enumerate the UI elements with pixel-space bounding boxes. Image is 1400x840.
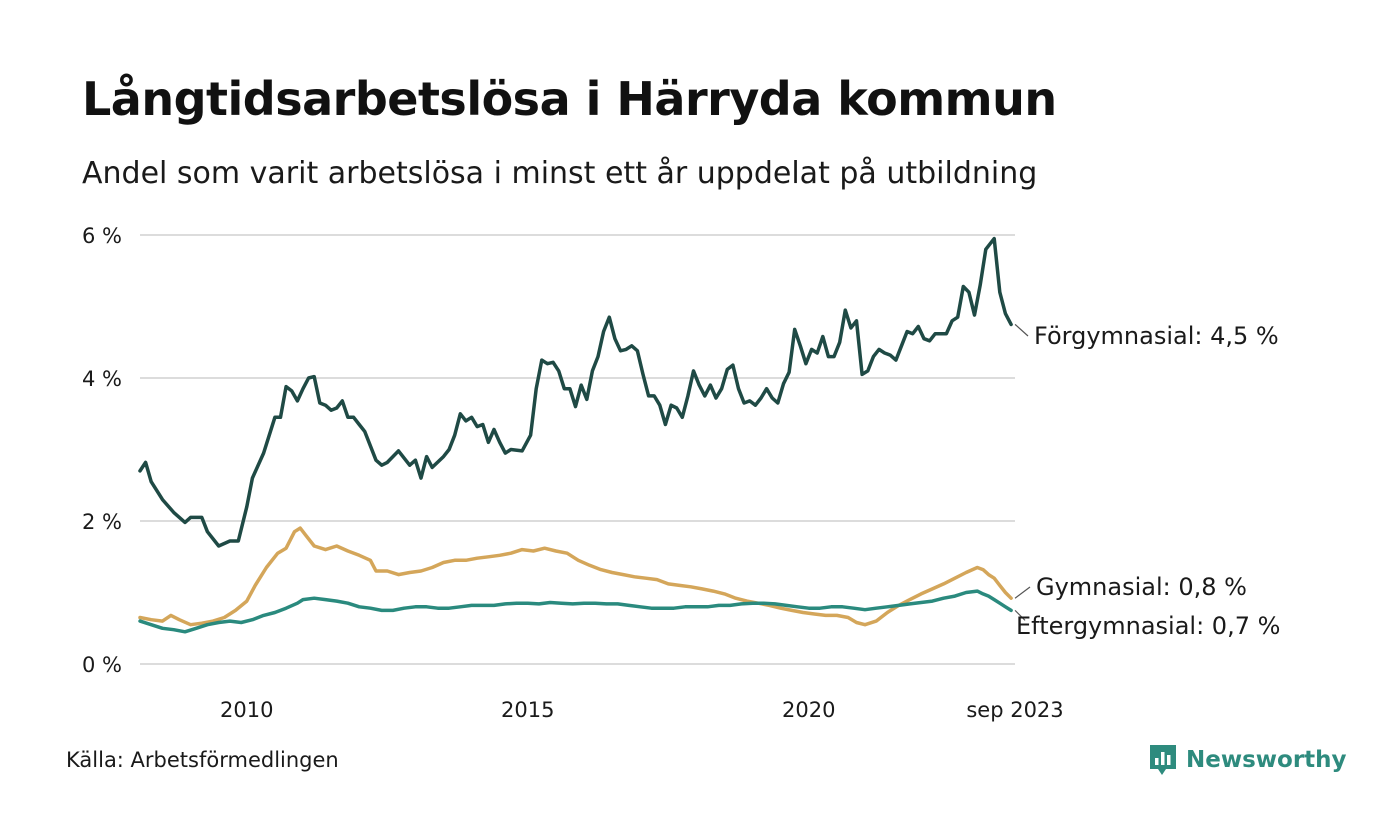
y-tick-label: 6 %: [82, 224, 122, 248]
y-tick-label: 2 %: [82, 510, 122, 534]
end-label-gymnasial: Gymnasial: 0,8 %: [1036, 573, 1247, 601]
y-axis: 0 % 2 % 4 % 6 %: [82, 224, 122, 677]
grid: [140, 234, 1015, 665]
x-tick-label: 2010: [220, 698, 273, 722]
y-tick-label: 4 %: [82, 367, 122, 391]
page-title: Långtidsarbetslösa i Härryda kommun: [82, 72, 1057, 126]
x-tick-label: 2020: [782, 698, 835, 722]
leader-line: [1014, 609, 1026, 621]
series-line-förgymnasial: [138, 236, 1013, 548]
brand-name: Newsworthy: [1186, 747, 1347, 773]
y-tick-label: 0 %: [82, 653, 122, 677]
end-label-eftergymnasial: Eftergymnasial: 0,7 %: [1016, 612, 1280, 640]
page-subtitle: Andel som varit arbetslösa i minst ett å…: [82, 156, 1038, 191]
source-note: Källa: Arbetsförmedlingen: [66, 748, 339, 772]
x-axis: 2010 2015 2020 sep 2023: [220, 698, 1064, 722]
leader-line: [1014, 323, 1029, 337]
brand-logo[interactable]: Newsworthy: [1148, 740, 1347, 780]
series-lines: [138, 236, 1013, 634]
end-label-förgymnasial: Förgymnasial: 4,5 %: [1034, 322, 1279, 350]
end-labels: Förgymnasial: 4,5 % Gymnasial: 0,8 % Efter…: [1014, 322, 1280, 640]
series-line-eftergymnasial: [138, 589, 1013, 634]
x-tick-label: sep 2023: [966, 698, 1063, 722]
newsworthy-icon: [1150, 745, 1176, 775]
x-tick-label: 2015: [501, 698, 554, 722]
series-line-gymnasial: [138, 526, 1013, 627]
leader-line: [1014, 586, 1031, 599]
